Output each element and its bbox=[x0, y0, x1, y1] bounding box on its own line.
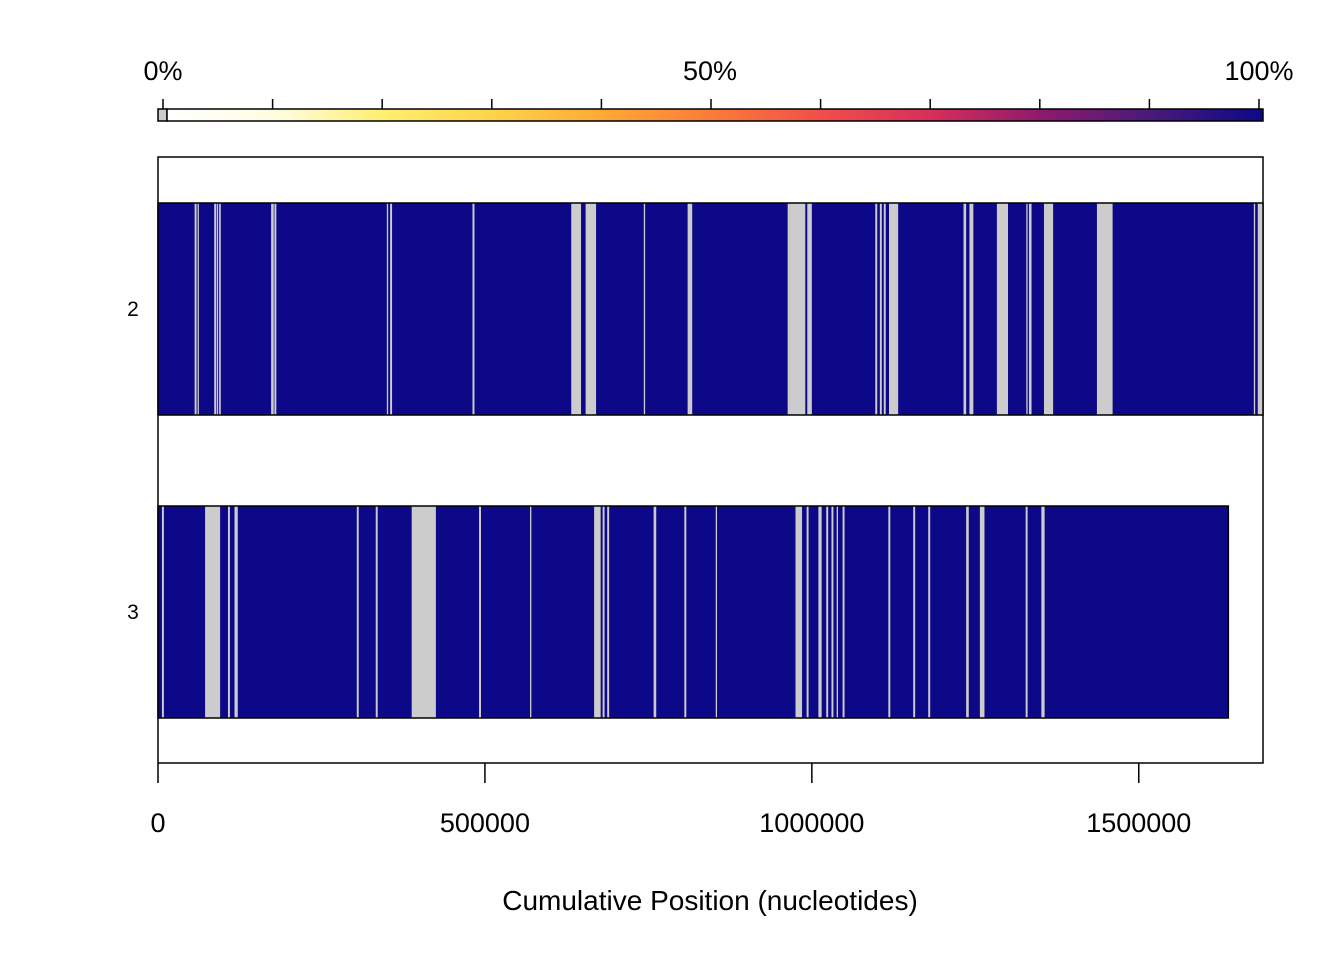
x-tick-label: 1000000 bbox=[759, 808, 864, 838]
row-2-gap bbox=[274, 203, 277, 415]
colorbar-legend: 0% 50% 100% bbox=[143, 56, 1294, 122]
row-2-gap bbox=[883, 203, 886, 415]
row-3-gap bbox=[818, 506, 822, 718]
row-2-gap bbox=[214, 203, 217, 415]
row-label-2: 2 bbox=[127, 298, 139, 321]
row-3-gap bbox=[375, 506, 378, 718]
row-3-gap bbox=[607, 506, 610, 718]
row-2-gap bbox=[687, 203, 693, 415]
row-3-gap bbox=[411, 506, 436, 718]
row-2-gap bbox=[1253, 203, 1256, 415]
row-3-gap bbox=[795, 506, 803, 718]
row-2-border bbox=[157, 202, 1264, 416]
row-2-gap bbox=[807, 203, 812, 415]
row-2-gap bbox=[197, 203, 199, 415]
row-3-coverage bbox=[158, 506, 1229, 718]
colorbar-label-max: 100% bbox=[1224, 56, 1293, 86]
row-labels: 23 bbox=[127, 298, 139, 624]
row-label-3: 3 bbox=[127, 601, 139, 624]
row-3-gap bbox=[594, 506, 601, 718]
row-2-gap bbox=[969, 203, 974, 415]
row-2-gap bbox=[1257, 203, 1263, 415]
row-2-gap bbox=[963, 203, 967, 415]
row-2-gap bbox=[390, 203, 393, 415]
row-3-gap bbox=[227, 506, 230, 718]
row-3-border bbox=[157, 505, 1230, 719]
x-tick-label: 500000 bbox=[440, 808, 530, 838]
row-2-gap bbox=[643, 203, 646, 415]
row-2-gap bbox=[1096, 203, 1113, 415]
colorbar-label-min: 0% bbox=[143, 56, 182, 86]
colorbar-ticks bbox=[162, 99, 1260, 109]
row-3-gap bbox=[715, 506, 718, 718]
row-3-gap bbox=[684, 506, 687, 718]
x-axis: 0 500000 1000000 1500000 bbox=[150, 763, 1191, 838]
colorbar-label-mid: 50% bbox=[683, 56, 737, 86]
row-2-gap bbox=[219, 203, 221, 415]
row-3-gap bbox=[831, 506, 834, 718]
heatmap-rows bbox=[157, 202, 1264, 719]
row-2-gap bbox=[879, 203, 882, 415]
row-3-gap bbox=[234, 506, 238, 718]
row-2-gap bbox=[271, 203, 274, 415]
row-2-gap bbox=[472, 203, 475, 415]
row-3-gap bbox=[842, 506, 845, 718]
row-2-gap bbox=[1028, 203, 1032, 415]
row-3-gap bbox=[161, 506, 164, 718]
colorbar-na-swatch bbox=[157, 108, 168, 122]
row-3-gap bbox=[806, 506, 809, 718]
row-3-gap bbox=[356, 506, 359, 718]
row-3-gap bbox=[979, 506, 985, 718]
row-2-gap bbox=[1026, 203, 1028, 415]
row-3-gap bbox=[1025, 506, 1028, 718]
row-2-gap bbox=[386, 203, 389, 415]
row-3-gap bbox=[913, 506, 916, 718]
row-3-gap bbox=[966, 506, 969, 718]
row-3-gap bbox=[602, 506, 605, 718]
x-tick-label: 0 bbox=[150, 808, 165, 838]
row-3-gap bbox=[888, 506, 891, 718]
row-3-gap bbox=[205, 506, 221, 718]
row-3-gap bbox=[479, 506, 481, 718]
row-2-gap bbox=[585, 203, 597, 415]
row-2-gap bbox=[216, 203, 219, 415]
row-2-gap bbox=[194, 203, 197, 415]
x-axis-title: Cumulative Position (nucleotides) bbox=[502, 885, 918, 916]
row-2-gap bbox=[571, 203, 582, 415]
row-2-gap bbox=[889, 203, 899, 415]
row-2-gap bbox=[787, 203, 806, 415]
row-3-gap bbox=[826, 506, 829, 718]
row-2-gap bbox=[875, 203, 878, 415]
row-3-gap bbox=[836, 506, 838, 718]
row-3-gap bbox=[1041, 506, 1045, 718]
colorbar-gradient bbox=[166, 108, 1264, 122]
row-2-gap bbox=[1043, 203, 1054, 415]
x-tick-label: 1500000 bbox=[1086, 808, 1191, 838]
row-3-gap bbox=[530, 506, 532, 718]
row-3-gap bbox=[653, 506, 657, 718]
row-3-gap bbox=[928, 506, 931, 718]
row-2-coverage bbox=[158, 203, 1263, 415]
row-2-gap bbox=[996, 203, 1008, 415]
